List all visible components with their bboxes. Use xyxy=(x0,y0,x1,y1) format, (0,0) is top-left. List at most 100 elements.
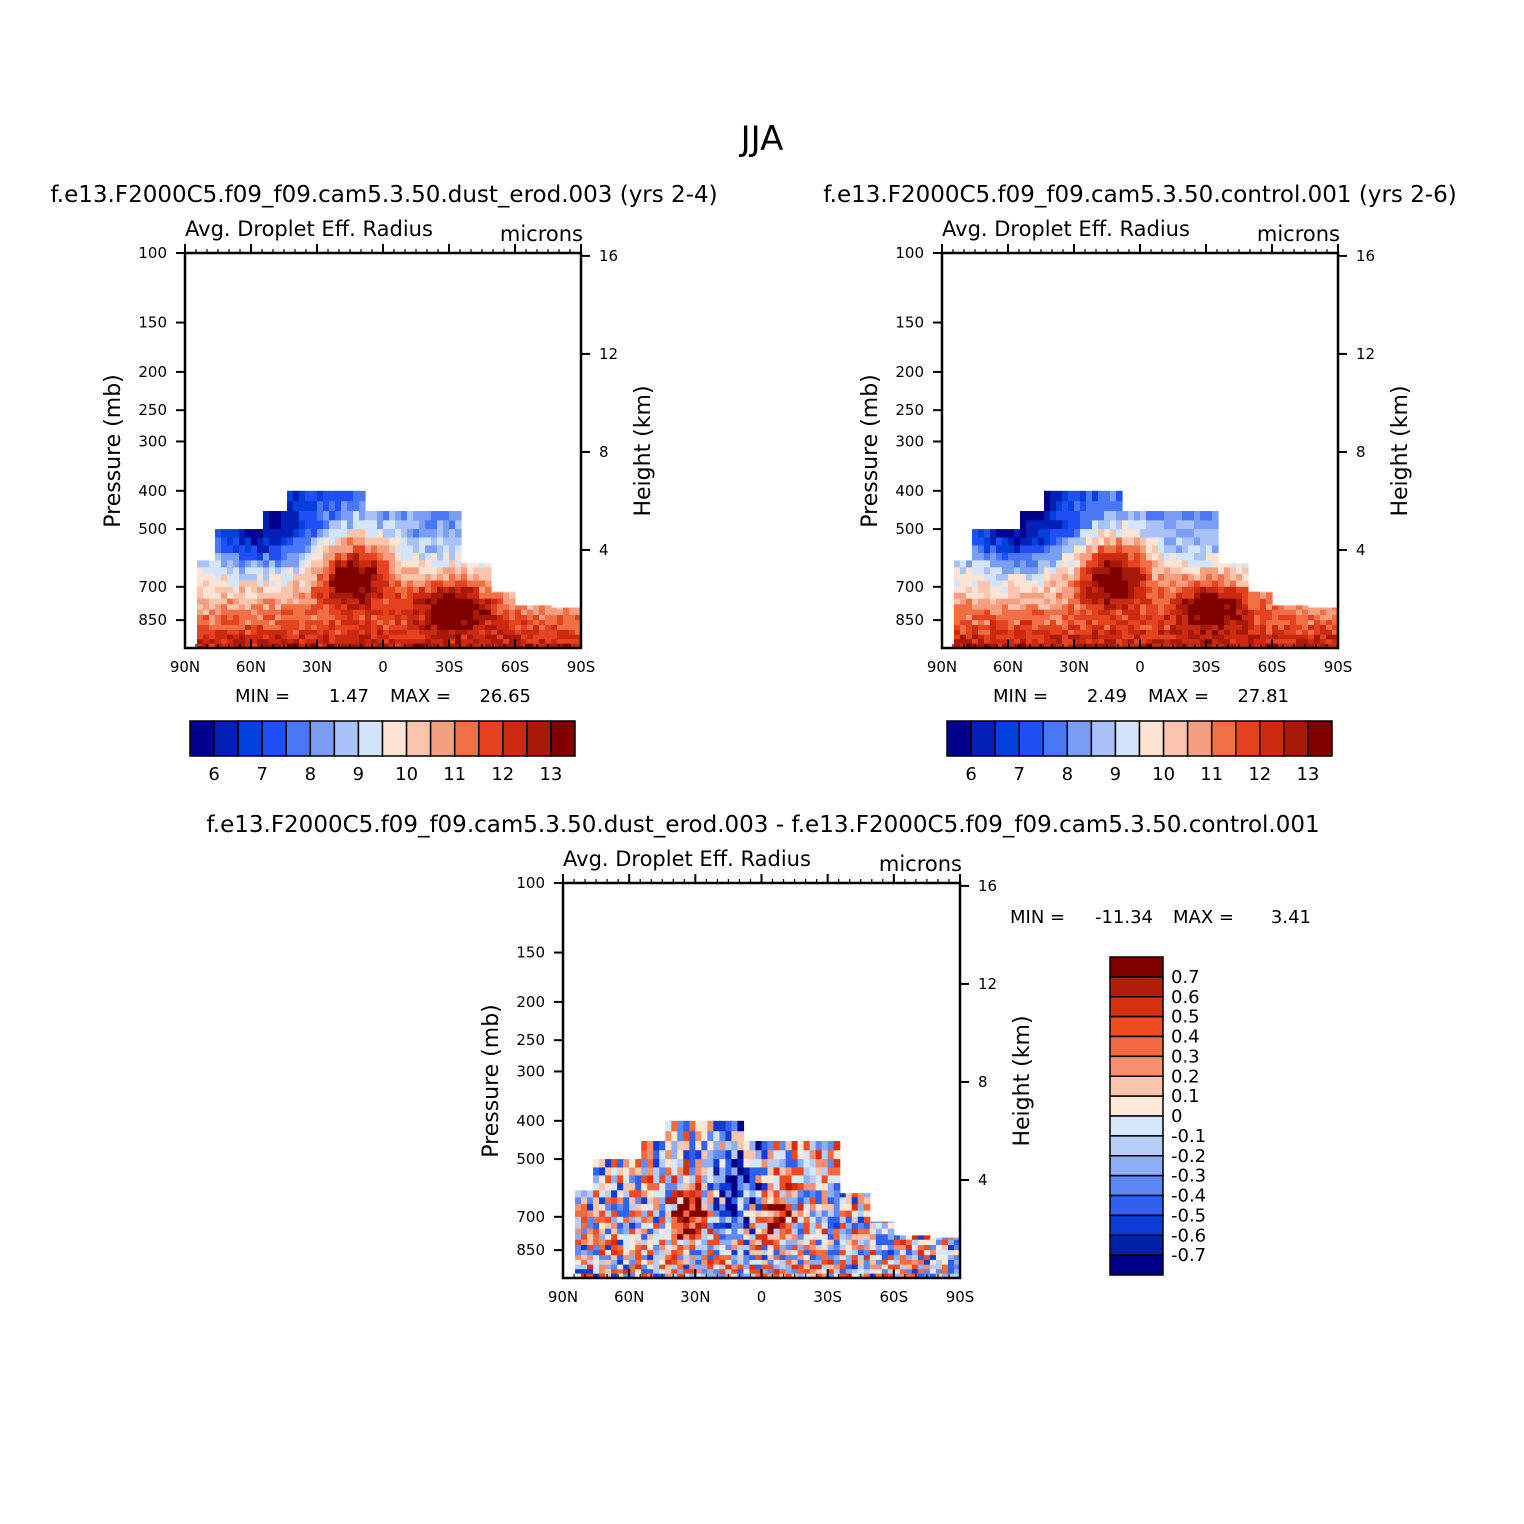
field-cell xyxy=(275,643,282,649)
field-cell xyxy=(689,1239,696,1246)
field-cell xyxy=(599,1273,606,1279)
field-cell xyxy=(347,511,354,521)
field-cell xyxy=(996,592,1003,600)
field-cell xyxy=(1116,580,1123,588)
field-cell xyxy=(347,580,354,588)
field-cell xyxy=(1134,580,1141,588)
field-cell xyxy=(1170,567,1177,575)
field-cell xyxy=(455,560,462,568)
field-cell xyxy=(491,592,498,600)
field-cell xyxy=(197,592,204,600)
field-cell xyxy=(341,625,348,631)
field-cell xyxy=(1116,574,1123,582)
field-cell xyxy=(755,1239,763,1246)
field-cell xyxy=(911,1250,919,1256)
field-cell xyxy=(1098,511,1105,521)
field-cell xyxy=(1218,625,1225,631)
field-cell xyxy=(467,625,474,631)
field-cell xyxy=(197,643,204,649)
field-cell xyxy=(263,560,270,568)
field-cell xyxy=(269,604,276,611)
field-cell xyxy=(1242,620,1249,626)
field-cell xyxy=(779,1269,787,1275)
field-cell xyxy=(1266,625,1273,631)
field-cell xyxy=(990,592,997,600)
field-cell xyxy=(617,1210,624,1218)
field-cell xyxy=(1062,567,1069,575)
field-cell xyxy=(227,580,234,588)
field-cell xyxy=(533,634,540,640)
field-cell xyxy=(653,1204,660,1212)
field-cell xyxy=(1116,609,1123,616)
field-cell xyxy=(203,609,210,616)
field-cell xyxy=(1086,520,1093,530)
field-cell xyxy=(401,639,408,645)
field-cell xyxy=(1212,560,1219,568)
field-cell xyxy=(1032,586,1039,594)
field-cell xyxy=(407,545,414,554)
field-cell xyxy=(467,563,474,568)
field-cell xyxy=(972,592,979,600)
field-cell xyxy=(1080,634,1087,640)
field-cell xyxy=(509,625,516,631)
field-cell xyxy=(1200,615,1207,621)
field-cell xyxy=(1044,567,1051,575)
field-cell xyxy=(1026,598,1033,605)
field-cell xyxy=(1032,511,1039,521)
field-cell xyxy=(954,598,961,605)
field-cell xyxy=(1320,629,1327,636)
field-cell xyxy=(293,634,300,640)
field-cell xyxy=(299,567,306,575)
field-cell xyxy=(605,1183,612,1191)
field-cell xyxy=(1050,598,1057,605)
field-cell xyxy=(1020,620,1027,626)
field-cell xyxy=(1158,560,1165,568)
field-cell xyxy=(383,537,390,547)
field-cell xyxy=(419,615,426,621)
y-tick-label: 700 xyxy=(516,1208,545,1226)
field-cell xyxy=(413,529,420,539)
field-cell xyxy=(935,1245,943,1251)
field-cell xyxy=(737,1234,745,1241)
field-cell xyxy=(1092,629,1099,636)
field-cell xyxy=(845,1234,853,1241)
field-cell xyxy=(827,1239,835,1246)
field-cell xyxy=(1122,537,1129,547)
field-cell xyxy=(1182,567,1189,575)
field-cell xyxy=(1158,567,1165,575)
field-cell xyxy=(209,634,216,640)
field-cell xyxy=(461,629,468,636)
field-cell xyxy=(839,1250,847,1256)
field-cell xyxy=(473,598,480,605)
field-cell xyxy=(1122,639,1129,645)
field-cell xyxy=(605,1234,612,1241)
field-cell xyxy=(683,1131,690,1142)
field-cell xyxy=(335,586,342,594)
field-cell xyxy=(1188,520,1195,530)
field-cell xyxy=(1074,609,1081,616)
field-cell xyxy=(419,634,426,640)
field-cell xyxy=(797,1175,805,1184)
field-cell xyxy=(1044,537,1051,547)
field-cell xyxy=(1056,520,1063,530)
field-cell xyxy=(239,586,246,594)
field-cell xyxy=(359,643,366,649)
field-cell xyxy=(972,629,979,636)
field-cell xyxy=(407,553,414,561)
field-cell xyxy=(1068,520,1075,530)
field-cell xyxy=(960,580,967,588)
field-cell xyxy=(1182,520,1189,530)
colorbar-label: 8 xyxy=(305,764,316,785)
field-cell xyxy=(581,1197,588,1205)
field-cell xyxy=(509,598,516,605)
height-tick-label: 12 xyxy=(1356,345,1375,363)
field-cell xyxy=(1080,529,1087,539)
field-cell xyxy=(251,620,258,626)
field-cell xyxy=(725,1190,733,1198)
field-cell xyxy=(1014,620,1021,626)
field-cell xyxy=(803,1255,811,1261)
field-cell xyxy=(1170,520,1177,530)
field-cell xyxy=(299,560,306,568)
colorbar-swatch xyxy=(994,720,1020,757)
field-cell xyxy=(1056,574,1063,582)
